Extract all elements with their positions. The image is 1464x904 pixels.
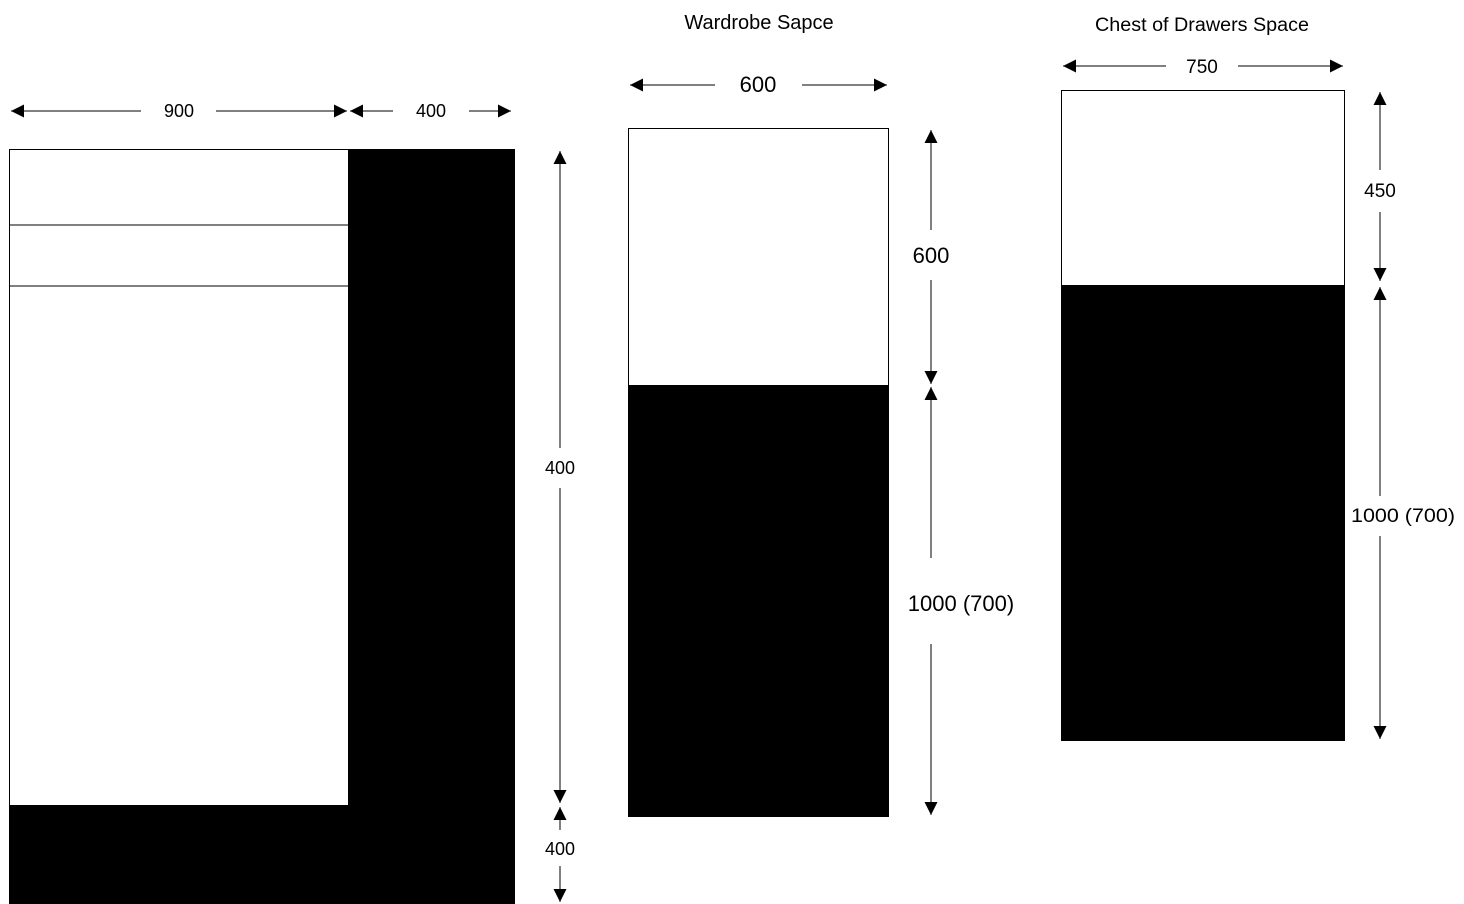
wardrobe-title: Wardrobe Sapce	[684, 12, 833, 34]
chest-plan	[1061, 90, 1345, 741]
chest-title: Chest of Drawers Space	[1095, 15, 1309, 36]
bed-area-plan	[9, 149, 515, 904]
chest-bottom-height-dimension: 1000 (700)	[1351, 287, 1455, 739]
side-shaded-strip	[348, 149, 515, 904]
side-width-label: 400	[416, 101, 446, 121]
chest-width-label: 750	[1186, 57, 1218, 78]
chest-shaded-area	[1061, 285, 1345, 741]
wardrobe-top-height-label: 600	[913, 243, 950, 268]
chest-top-height-label: 450	[1364, 181, 1396, 202]
wardrobe-top-area	[628, 128, 889, 386]
wardrobe-bottom-height-dimension: 1000 (700)	[908, 387, 1014, 815]
bed-height-label: 400	[545, 458, 575, 478]
side-width-dimension: 400	[350, 101, 511, 121]
bed-height-dimension: 400	[545, 151, 575, 803]
bottom-shaded-strip	[9, 805, 515, 904]
chest-bottom-height-label: 1000 (700)	[1351, 506, 1455, 527]
bed-width-label: 900	[164, 101, 194, 121]
chest-top-area	[1061, 90, 1345, 286]
wardrobe-width-label: 600	[740, 72, 777, 97]
bottom-strip-label: 400	[545, 839, 575, 859]
wardrobe-shaded-area	[628, 385, 889, 817]
bed-width-dimension: 900	[11, 101, 347, 121]
bed-outline	[9, 149, 349, 806]
wardrobe-plan	[628, 128, 889, 817]
chest-width-dimension: 750	[1063, 57, 1343, 78]
wardrobe-top-height-dimension: 600	[913, 130, 950, 384]
wardrobe-width-dimension: 600	[630, 72, 887, 97]
bottom-strip-dimension: 400	[545, 807, 575, 902]
chest-top-height-dimension: 450	[1364, 92, 1396, 281]
wardrobe-bottom-height-label: 1000 (700)	[908, 591, 1014, 616]
